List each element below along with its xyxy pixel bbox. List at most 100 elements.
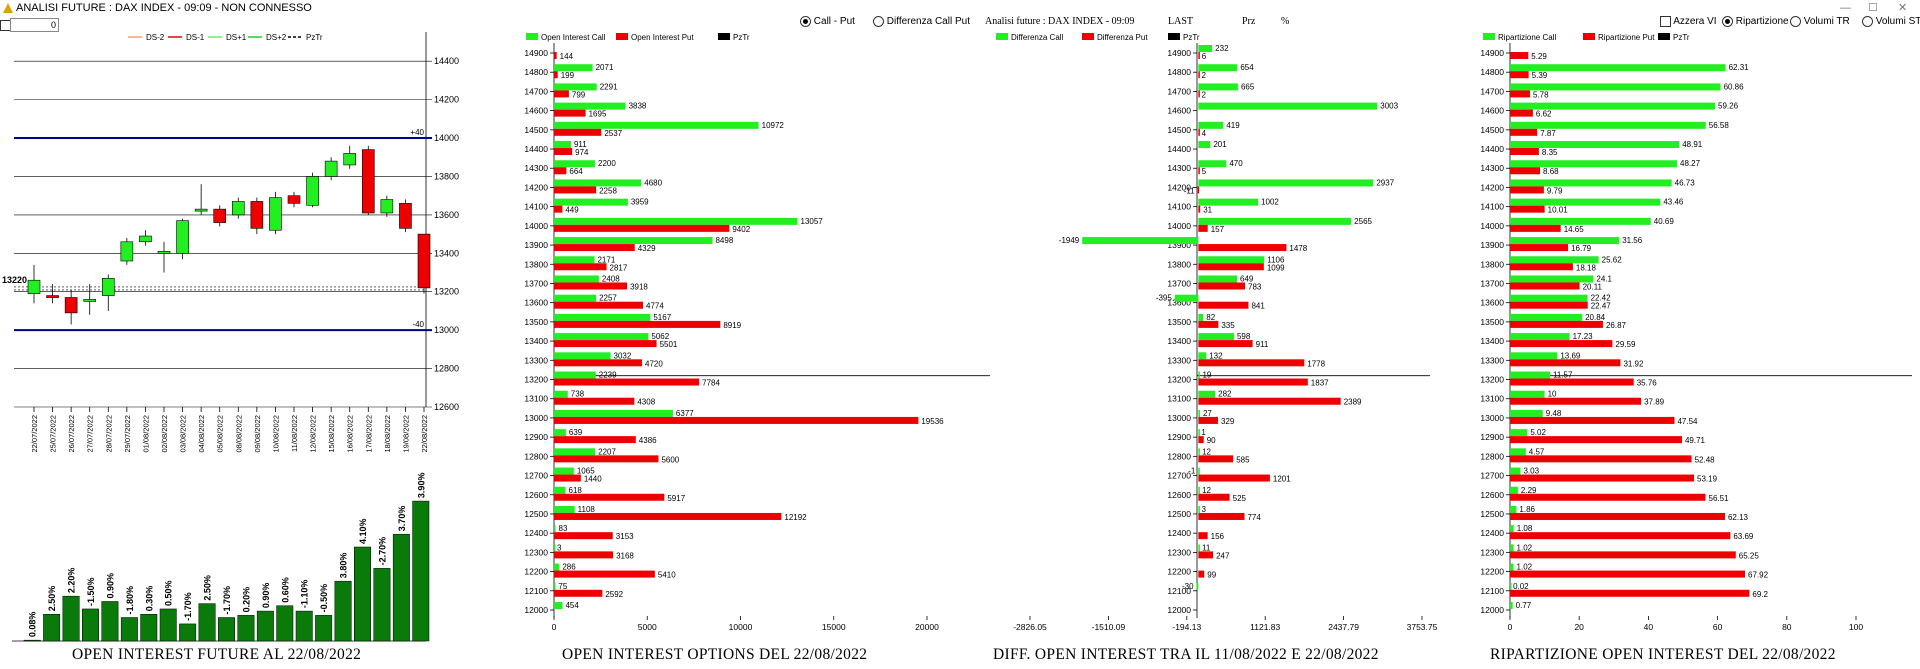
date-label: 10/08/2022 bbox=[271, 415, 280, 453]
legend-label: Differenza Put bbox=[1097, 33, 1148, 42]
call-bar bbox=[1198, 217, 1352, 225]
call-bar bbox=[1510, 525, 1514, 533]
minimize-button[interactable]: — bbox=[1840, 2, 1851, 14]
strike-label: 14200 bbox=[1480, 182, 1504, 192]
put-value-label: 8919 bbox=[723, 321, 741, 330]
put-bar bbox=[1198, 128, 1200, 136]
candle-body bbox=[324, 160, 338, 177]
call-value-label: 0.02 bbox=[1513, 582, 1529, 591]
call-value-label: 201 bbox=[1213, 140, 1227, 149]
call-bar bbox=[1198, 256, 1265, 264]
call-value-label: 3959 bbox=[631, 198, 649, 207]
put-bar bbox=[554, 186, 597, 194]
put-value-label: 1099 bbox=[1267, 263, 1285, 272]
put-value-label: 9.79 bbox=[1547, 186, 1563, 195]
call-value-label: 9.48 bbox=[1546, 409, 1562, 418]
strike-label: 14300 bbox=[1480, 163, 1504, 173]
legend-label: PzTr bbox=[1673, 33, 1690, 42]
put-value-label: 1478 bbox=[1289, 244, 1307, 253]
x-tick-label: -2826.05 bbox=[1013, 622, 1047, 632]
window-title: ANALISI FUTURE : DAX INDEX - 09:09 - NON… bbox=[16, 2, 312, 14]
call-value-label: 2565 bbox=[1354, 217, 1372, 226]
put-bar bbox=[1510, 359, 1621, 367]
call-put-radio[interactable]: Call - Put bbox=[800, 16, 855, 27]
azzera-checkbox[interactable]: Azzera VI bbox=[1660, 16, 1717, 27]
put-bar bbox=[1510, 512, 1725, 520]
strike-label: 14800 bbox=[1167, 67, 1191, 77]
strike-label: 14600 bbox=[524, 106, 548, 116]
put-bar bbox=[554, 532, 613, 540]
strike-label: 14700 bbox=[1480, 86, 1504, 96]
strike-label: 14900 bbox=[524, 48, 548, 58]
put-bar bbox=[1198, 436, 1204, 444]
call-bar bbox=[554, 352, 611, 360]
put-bar bbox=[554, 205, 563, 213]
put-value-label: 62.13 bbox=[1728, 513, 1749, 522]
put-value-label: 5.29 bbox=[1531, 52, 1547, 61]
put-value-label: 199 bbox=[561, 71, 575, 80]
strike-label: 12500 bbox=[1167, 509, 1191, 519]
call-bar bbox=[1510, 429, 1528, 437]
candle-body bbox=[343, 153, 357, 166]
put-value-label: 585 bbox=[1236, 455, 1250, 464]
oi-bar-label: 2.50% bbox=[203, 575, 213, 601]
diff-call-put-radio[interactable]: Differenza Call Put bbox=[873, 16, 970, 27]
call-value-label: 1108 bbox=[578, 505, 596, 514]
put-bar bbox=[1510, 109, 1533, 117]
y-tick-label: 12600 bbox=[434, 402, 459, 412]
call-bar bbox=[1510, 102, 1716, 110]
candle-body bbox=[27, 279, 41, 294]
put-value-label: 5917 bbox=[667, 494, 685, 503]
call-bar bbox=[1510, 333, 1570, 341]
strike-label: 13700 bbox=[524, 278, 548, 288]
call-bar bbox=[554, 409, 673, 417]
call-value-label: 12 bbox=[1202, 486, 1211, 495]
y-tick-label: 13000 bbox=[434, 325, 459, 335]
volumi-tr-radio[interactable]: Volumi TR bbox=[1790, 16, 1850, 27]
strike-label: 13200 bbox=[1480, 375, 1504, 385]
strike-label: 14900 bbox=[1480, 48, 1504, 58]
put-bar bbox=[1198, 532, 1208, 540]
window-titlebar: ANALISI FUTURE : DAX INDEX - 09:09 - NON… bbox=[0, 0, 1920, 16]
put-bar bbox=[1510, 474, 1695, 482]
volumi-st-radio[interactable]: Volumi ST bbox=[1862, 16, 1920, 27]
x-tick-label: 3753.75 bbox=[1407, 622, 1438, 632]
maximize-button[interactable]: ☐ bbox=[1868, 2, 1878, 14]
call-bar bbox=[1174, 294, 1199, 302]
strike-label: 14000 bbox=[1480, 221, 1504, 231]
call-value-label: -30 bbox=[1182, 582, 1194, 591]
put-bar bbox=[1198, 570, 1205, 578]
x-tick-label: 80 bbox=[1782, 622, 1792, 632]
caption-options: OPEN INTEREST OPTIONS DEL 22/08/2022 bbox=[562, 646, 868, 663]
oi-bar bbox=[412, 500, 430, 642]
call-value-label: 11 bbox=[1202, 543, 1211, 552]
strike-label: 13100 bbox=[524, 394, 548, 404]
legend-label: Open Interest Call bbox=[541, 33, 606, 42]
ripartizione-radio[interactable]: Ripartizione bbox=[1722, 16, 1789, 27]
close-button[interactable]: ✕ bbox=[1898, 2, 1908, 14]
call-bar bbox=[1510, 467, 1521, 475]
strike-label: 12000 bbox=[1167, 605, 1191, 615]
legend-label: DS-2 bbox=[146, 33, 165, 42]
call-bar bbox=[554, 467, 574, 475]
call-bar bbox=[1198, 198, 1259, 206]
put-bar bbox=[1510, 52, 1529, 59]
call-value-label: 75 bbox=[558, 582, 567, 591]
oi-bar-label: 4.10% bbox=[358, 518, 368, 544]
date-label: 01/08/2022 bbox=[141, 415, 150, 453]
put-value-label: 18.18 bbox=[1576, 263, 1597, 272]
legend-label: DS-1 bbox=[186, 33, 205, 42]
strike-label: 13600 bbox=[524, 298, 548, 308]
call-value-label: 2.29 bbox=[1521, 486, 1537, 495]
put-bar bbox=[554, 359, 643, 367]
put-value-label: 8.35 bbox=[1542, 148, 1558, 157]
put-value-label: 29.59 bbox=[1615, 340, 1636, 349]
put-value-label: 20.11 bbox=[1583, 282, 1603, 291]
offset-input[interactable]: 0 bbox=[10, 18, 59, 32]
call-bar bbox=[1198, 333, 1234, 341]
oi-bar bbox=[120, 617, 138, 642]
call-bar bbox=[554, 505, 575, 513]
put-value-label: 2592 bbox=[605, 590, 623, 599]
call-value-label: 2200 bbox=[598, 159, 616, 168]
strike-label: 14100 bbox=[1167, 202, 1191, 212]
